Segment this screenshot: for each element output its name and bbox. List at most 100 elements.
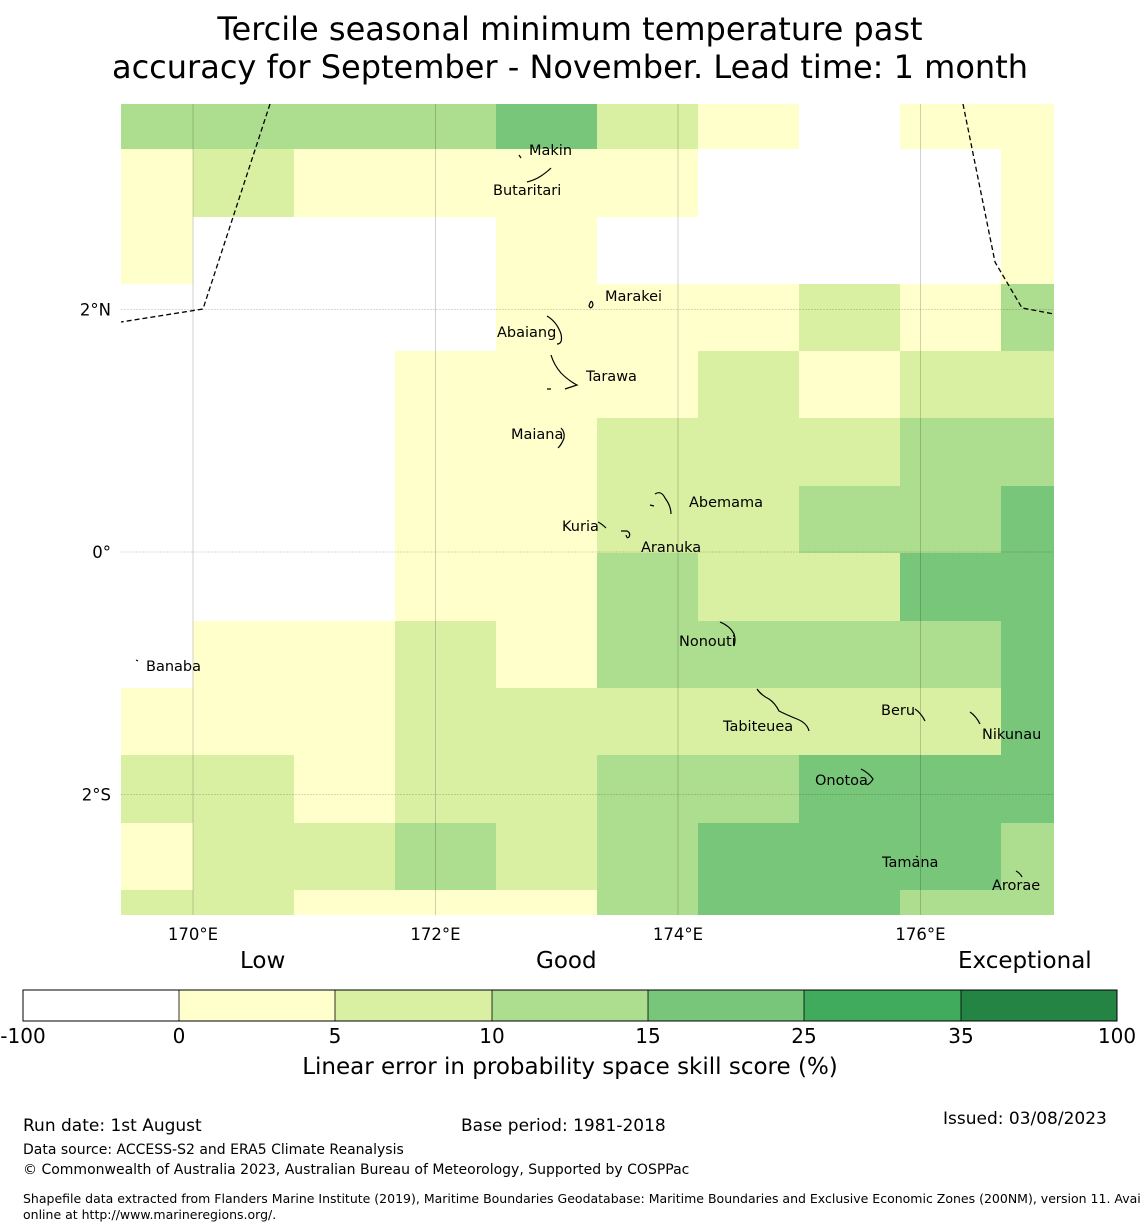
abaiang-coastline <box>546 315 563 345</box>
base-period: Base period: 1981-2018 <box>461 1116 666 1136</box>
data-source: Data source: ACCESS-S2 and ERA5 Climate … <box>23 1142 404 1158</box>
grid-cell <box>799 418 900 486</box>
colorbar-tick-label: -100 <box>0 1024 46 1048</box>
grid-cell <box>900 217 1001 284</box>
grid-cell <box>193 486 294 553</box>
lon-tick-label: 176°E <box>895 925 945 944</box>
grid-cell <box>294 621 395 688</box>
grid-cell <box>597 823 698 890</box>
eez-boundary-east <box>962 103 1055 315</box>
grid-cell <box>121 284 193 351</box>
lat-tick-label: 2°N <box>80 301 111 320</box>
grid-cell <box>395 553 496 621</box>
grid-cell <box>121 486 193 553</box>
nonouti-coastline <box>719 621 736 647</box>
grid-cell <box>294 688 395 755</box>
grid-cell <box>121 104 193 149</box>
grid-cell <box>395 621 496 688</box>
grid-cell <box>1001 486 1054 553</box>
grid-cell <box>294 755 395 823</box>
grid-cell <box>395 284 496 351</box>
grid-cell <box>1001 149 1054 217</box>
map-title-line1: Tercile seasonal minimum temperature pas… <box>217 10 923 48</box>
grid-cell <box>395 418 496 486</box>
colorbar-tick-label: 15 <box>635 1024 661 1048</box>
grid-cell <box>496 284 597 351</box>
grid-cell <box>900 890 1001 915</box>
grid-cell <box>698 104 799 149</box>
grid-cell <box>496 890 597 915</box>
grid-cell <box>193 284 294 351</box>
grid-cell <box>496 755 597 823</box>
grid-cell <box>698 351 799 418</box>
grid-cell <box>799 351 900 418</box>
grid-cell <box>294 418 395 486</box>
grid-cell <box>496 621 597 688</box>
grid-cell <box>698 553 799 621</box>
colorbar-tick-label: 100 <box>1097 1024 1137 1048</box>
grid-cell <box>698 149 799 217</box>
grid-cell <box>1001 418 1054 486</box>
grid-cell <box>1001 621 1054 688</box>
grid-cell <box>900 688 1001 755</box>
grid-cell <box>1001 217 1054 284</box>
grid-cell <box>900 755 1001 823</box>
grid-cell <box>597 621 698 688</box>
grid-cell <box>698 418 799 486</box>
colorbar-head-exceptional: Exceptional <box>958 948 1092 974</box>
grid-cell <box>294 104 395 149</box>
grid-cell <box>799 890 900 915</box>
grid-cell <box>294 149 395 217</box>
grid-cell <box>496 217 597 284</box>
issued-date: Issued: 03/08/2023 <box>943 1109 1107 1129</box>
grid-cell <box>496 418 597 486</box>
grid-cell <box>294 890 395 915</box>
grid-cell <box>294 553 395 621</box>
shapefile-credit: Shapefile data extracted from Flanders M… <box>23 1191 1140 1223</box>
island-label: Tamana <box>881 855 938 871</box>
island-label: Banaba <box>146 659 201 675</box>
colorbar-segment <box>492 990 648 1021</box>
grid-cell <box>1001 104 1054 149</box>
axis-ticks: 170°E 172°E 174°E 176°E 2°N 0° 2°S <box>80 301 946 945</box>
colorbar-segment <box>804 990 961 1021</box>
tamana-coastline <box>915 855 919 858</box>
grid-cell <box>193 688 294 755</box>
onotoa-coastline <box>860 768 874 786</box>
grid-cell <box>900 351 1001 418</box>
grid-cell <box>496 104 597 149</box>
island-label: Tarawa <box>585 369 637 385</box>
grid-cell <box>121 621 193 688</box>
grid-cell <box>294 823 395 890</box>
grid-cell <box>193 890 294 915</box>
lon-tick-label: 174°E <box>653 925 703 944</box>
colorbar-segment <box>23 990 179 1021</box>
grid-cell <box>193 351 294 418</box>
grid-cell <box>1001 351 1054 418</box>
colorbar-tick-label: 25 <box>791 1024 817 1048</box>
lon-tick-label: 170°E <box>168 925 218 944</box>
colorbar-frame <box>22 989 1118 1022</box>
island-label: Makin <box>529 143 572 159</box>
nikunau-coastline <box>969 711 981 725</box>
island-label: Abaiang <box>497 325 556 341</box>
maiana-coastline <box>557 427 565 449</box>
grid-cell <box>496 688 597 755</box>
grid-cell <box>698 621 799 688</box>
lon-tick-label: 172°E <box>410 925 460 944</box>
grid-cell <box>799 149 900 217</box>
marakei-coastline <box>588 300 594 309</box>
grid-cell <box>799 217 900 284</box>
island-label: Marakei <box>605 289 662 305</box>
island-label: Nonouti <box>679 634 736 650</box>
map-title-line2: accuracy for September - November. Lead … <box>111 48 1029 86</box>
grid-cell <box>496 351 597 418</box>
grid-cell <box>799 755 900 823</box>
grid-cell <box>395 217 496 284</box>
grid-cell <box>121 217 193 284</box>
colorbar-segment <box>335 990 492 1021</box>
colorbar-tick-label: 5 <box>328 1024 342 1048</box>
lat-tick-label: 0° <box>92 543 111 562</box>
grid-cell <box>1001 755 1054 823</box>
